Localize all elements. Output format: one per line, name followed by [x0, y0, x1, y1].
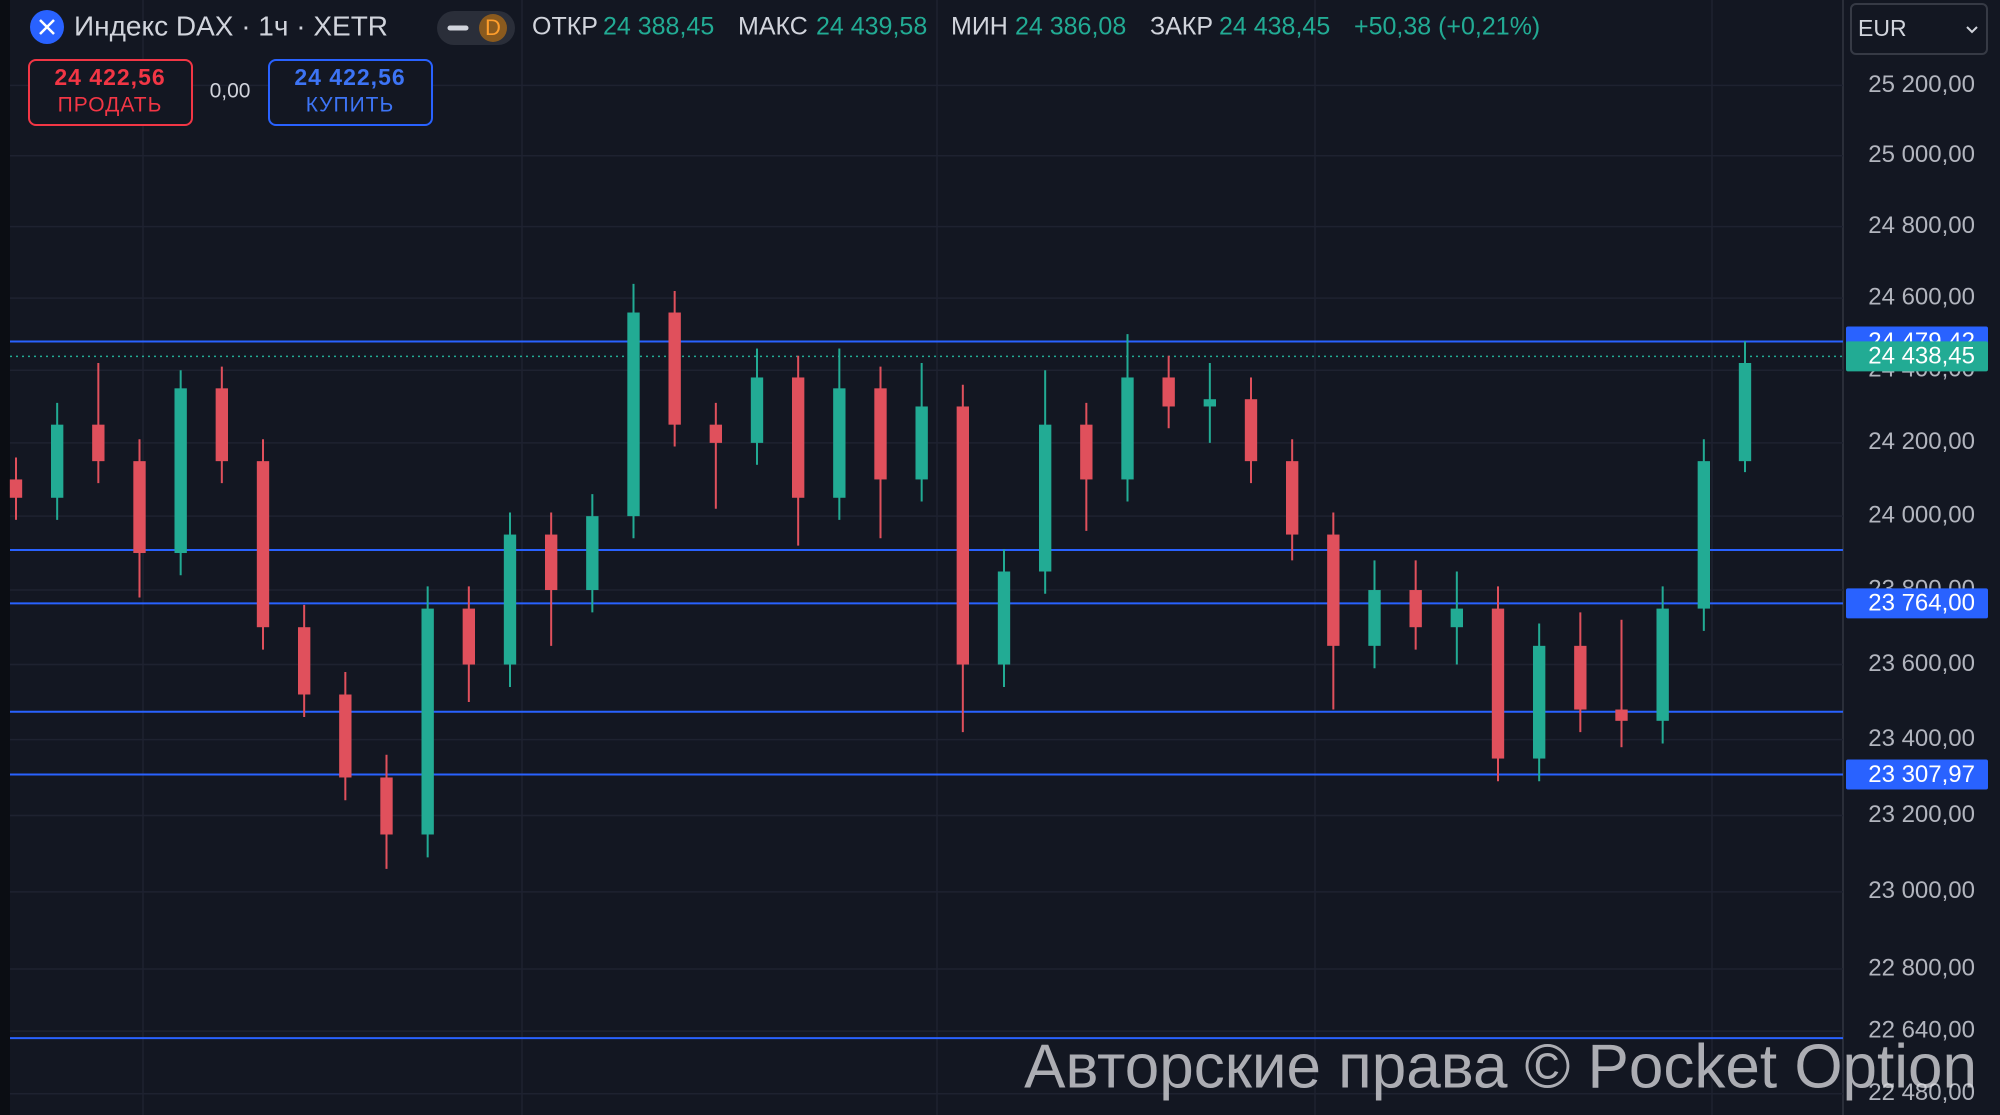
time-grid [142, 0, 1713, 1115]
watermark: Авторские права © Pocket Option [1024, 1032, 1977, 1101]
candle-body [1656, 608, 1669, 721]
y-tick-label: 23 400,00 [1868, 725, 1975, 752]
candle-body [1203, 399, 1217, 407]
y-tick-label: 24 200,00 [1868, 428, 1975, 455]
y-tick-label: 24 000,00 [1868, 501, 1975, 528]
level-label-text: 23 307,97 [1868, 761, 1975, 788]
y-tick-label: 23 200,00 [1868, 801, 1975, 828]
sell-button[interactable] [28, 59, 193, 126]
candle-body [544, 534, 558, 591]
y-tick-label: 25 000,00 [1868, 141, 1975, 168]
ohlc-value: 24 388,45 [603, 13, 714, 41]
ohlc-value: 24 439,58 [816, 13, 927, 41]
candle-body [297, 627, 311, 695]
candle-body [1162, 377, 1175, 407]
buy-label: КУПИТЬ [306, 94, 395, 117]
candle-body [1450, 608, 1464, 628]
buy-price: 24 422,56 [294, 64, 405, 90]
ohlc-label: ЗАКР [1150, 13, 1213, 41]
candle-body [1491, 608, 1505, 759]
candle-body [1038, 424, 1052, 572]
y-tick-label: 25 200,00 [1868, 71, 1975, 98]
candle-body [339, 694, 352, 778]
currency-select[interactable] [1850, 3, 1988, 55]
level-label-text: 23 764,00 [1868, 590, 1975, 617]
y-tick-label: 22 800,00 [1868, 954, 1975, 981]
candle-body [915, 406, 928, 480]
candle-body [50, 424, 64, 498]
badge-dot [479, 14, 507, 42]
y-tick-label: 22 480,00 [1868, 1079, 1975, 1106]
candle-body [1574, 645, 1587, 710]
level-label-box [1846, 759, 1988, 790]
candle-body [503, 534, 517, 665]
candle-body [462, 608, 476, 665]
symbol-title[interactable]: Индекс DAX · 1ч · XETR [74, 10, 388, 41]
sell-price: 24 422,56 [54, 64, 165, 90]
candle-body [997, 571, 1011, 665]
ohlc-value: 24 438,45 [1219, 13, 1330, 41]
candle-body [9, 479, 23, 498]
candle-body [627, 312, 640, 517]
sell-label: ПРОДАТЬ [58, 94, 163, 117]
levels [10, 340, 1843, 1040]
buy-button[interactable] [268, 59, 433, 126]
y-tick-label: 24 600,00 [1868, 284, 1975, 311]
candle-body [750, 377, 764, 443]
candle-body [1532, 645, 1546, 759]
level-label-box [1846, 588, 1988, 619]
candle-body [1080, 424, 1093, 480]
ohlc-label: МАКС [738, 13, 808, 41]
currency-text: EUR [1858, 15, 1907, 41]
candle-body [133, 461, 146, 554]
candle-body [1368, 590, 1381, 646]
candle-body [668, 312, 681, 425]
price-axis [1843, 0, 2000, 1115]
y-tick-label: 24 800,00 [1868, 212, 1975, 239]
candle-body [1615, 709, 1628, 721]
candle-body [1409, 590, 1422, 628]
left-edge [0, 0, 10, 1115]
candle-body [421, 608, 434, 835]
candle-body [833, 388, 846, 498]
candle-body [1121, 377, 1134, 480]
candle-body [709, 424, 723, 443]
candle-body [174, 388, 187, 554]
candle-body [586, 516, 599, 591]
y-tick-label: 23 000,00 [1868, 877, 1975, 904]
candle-body [1244, 399, 1258, 462]
candle-body [256, 461, 270, 628]
price-label-box [1846, 341, 1988, 372]
candle-body [1285, 461, 1299, 535]
candle-body [791, 377, 805, 498]
candle-body [1738, 362, 1752, 462]
candles [9, 283, 1752, 869]
y-tick-label: 22 640,00 [1868, 1016, 1975, 1043]
ohlc-change: +50,38 (+0,21%) [1354, 13, 1540, 41]
candle-body [380, 777, 393, 835]
dropdown-arrow [1966, 26, 1978, 34]
candle-body [874, 388, 887, 480]
ohlc-value: 24 386,08 [1015, 13, 1126, 41]
y-tick-label: 23 600,00 [1868, 650, 1975, 677]
price-label-text: 24 438,45 [1868, 343, 1975, 370]
spread: 0,00 [210, 80, 251, 103]
candle-body [1697, 461, 1711, 609]
candle-body [956, 406, 970, 665]
candle-body [1327, 534, 1340, 646]
candle-body [92, 424, 105, 462]
badge-text: D [485, 15, 501, 40]
ohlc-label: МИН [951, 13, 1008, 41]
axis-labels: 25 200,00 25 000,00 24 800,00 24 600,00 24 4… [1846, 71, 1988, 1106]
candle-body [215, 388, 229, 462]
ohlc-label: ОТКР [532, 13, 598, 41]
symbol-icon-glyph [39, 19, 55, 35]
